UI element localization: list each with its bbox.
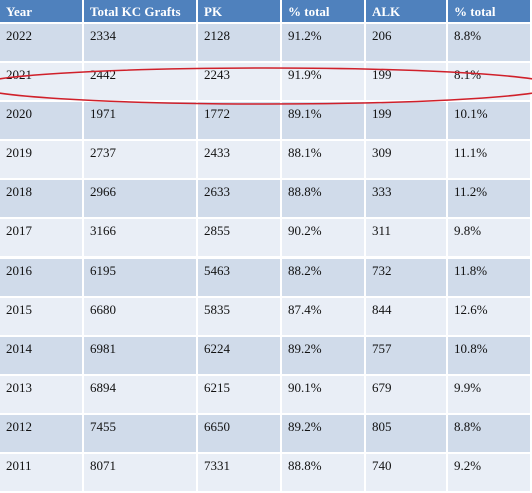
table-cell: 2966: [84, 180, 198, 220]
table-cell: 805: [366, 414, 448, 454]
table-cell: 199: [366, 63, 448, 103]
table-cell: 679: [366, 375, 448, 415]
table-cell: 88.8%: [282, 453, 366, 493]
table-cell: 91.2%: [282, 24, 366, 64]
table-cell: 5835: [198, 297, 282, 337]
table-cell: 2128: [198, 24, 282, 64]
table-cell: 6894: [84, 375, 198, 415]
table-cell: 740: [366, 453, 448, 493]
table-cell: 2855: [198, 219, 282, 259]
table-cell: 10.1%: [448, 102, 532, 142]
table-cell: 10.8%: [448, 336, 532, 376]
table-cell: 8071: [84, 453, 198, 493]
table-cell: 311: [366, 219, 448, 259]
table-cell: 2019: [0, 141, 84, 181]
header-cell: % total: [282, 0, 366, 24]
table-cell: 2334: [84, 24, 198, 64]
table-cell: 90.2%: [282, 219, 366, 259]
table-cell: 6195: [84, 258, 198, 298]
table-cell: 88.2%: [282, 258, 366, 298]
table-cell: 11.8%: [448, 258, 532, 298]
header-cell: ALK: [366, 0, 448, 24]
table-cell: 89.2%: [282, 414, 366, 454]
table-cell: 9.2%: [448, 453, 532, 493]
table-cell: 89.2%: [282, 336, 366, 376]
table-cell: 6981: [84, 336, 198, 376]
table-cell: 91.9%: [282, 63, 366, 103]
table-cell: 7455: [84, 414, 198, 454]
table-cell: 2015: [0, 297, 84, 337]
table-cell: 2017: [0, 219, 84, 259]
table-cell: 309: [366, 141, 448, 181]
header-cell: % total: [448, 0, 532, 24]
header-cell: PK: [198, 0, 282, 24]
table-cell: 2737: [84, 141, 198, 181]
table-cell: 1971: [84, 102, 198, 142]
table-cell: 88.8%: [282, 180, 366, 220]
table-cell: 2442: [84, 63, 198, 103]
table-cell: 757: [366, 336, 448, 376]
table-cell: 7331: [198, 453, 282, 493]
table-cell: 89.1%: [282, 102, 366, 142]
table-cell: 732: [366, 258, 448, 298]
table-cell: 6215: [198, 375, 282, 415]
table-cell: 11.1%: [448, 141, 532, 181]
table-cell: 2018: [0, 180, 84, 220]
table-cell: 199: [366, 102, 448, 142]
table-cell: 1772: [198, 102, 282, 142]
table-cell: 5463: [198, 258, 282, 298]
table-cell: 2633: [198, 180, 282, 220]
table-cell: 2012: [0, 414, 84, 454]
table-cell: 8.1%: [448, 63, 532, 103]
table-cell: 2433: [198, 141, 282, 181]
table-cell: 8.8%: [448, 414, 532, 454]
table-cell: 2011: [0, 453, 84, 493]
table-cell: 2013: [0, 375, 84, 415]
table-cell: 3166: [84, 219, 198, 259]
table-cell: 6224: [198, 336, 282, 376]
table-cell: 2021: [0, 63, 84, 103]
table-cell: 844: [366, 297, 448, 337]
header-cell: Year: [0, 0, 84, 24]
table-cell: 90.1%: [282, 375, 366, 415]
table-cell: 206: [366, 24, 448, 64]
table-cell: 12.6%: [448, 297, 532, 337]
header-cell: Total KC Grafts: [84, 0, 198, 24]
table-cell: 333: [366, 180, 448, 220]
table-cell: 6650: [198, 414, 282, 454]
table-cell: 2243: [198, 63, 282, 103]
table-cell: 2020: [0, 102, 84, 142]
table-cell: 9.8%: [448, 219, 532, 259]
table-cell: 87.4%: [282, 297, 366, 337]
table-cell: 6680: [84, 297, 198, 337]
table-cell: 8.8%: [448, 24, 532, 64]
table-cell: 2014: [0, 336, 84, 376]
table-cell: 2022: [0, 24, 84, 64]
table-cell: 11.2%: [448, 180, 532, 220]
table-cell: 88.1%: [282, 141, 366, 181]
table-cell: 2016: [0, 258, 84, 298]
table-cell: 9.9%: [448, 375, 532, 415]
